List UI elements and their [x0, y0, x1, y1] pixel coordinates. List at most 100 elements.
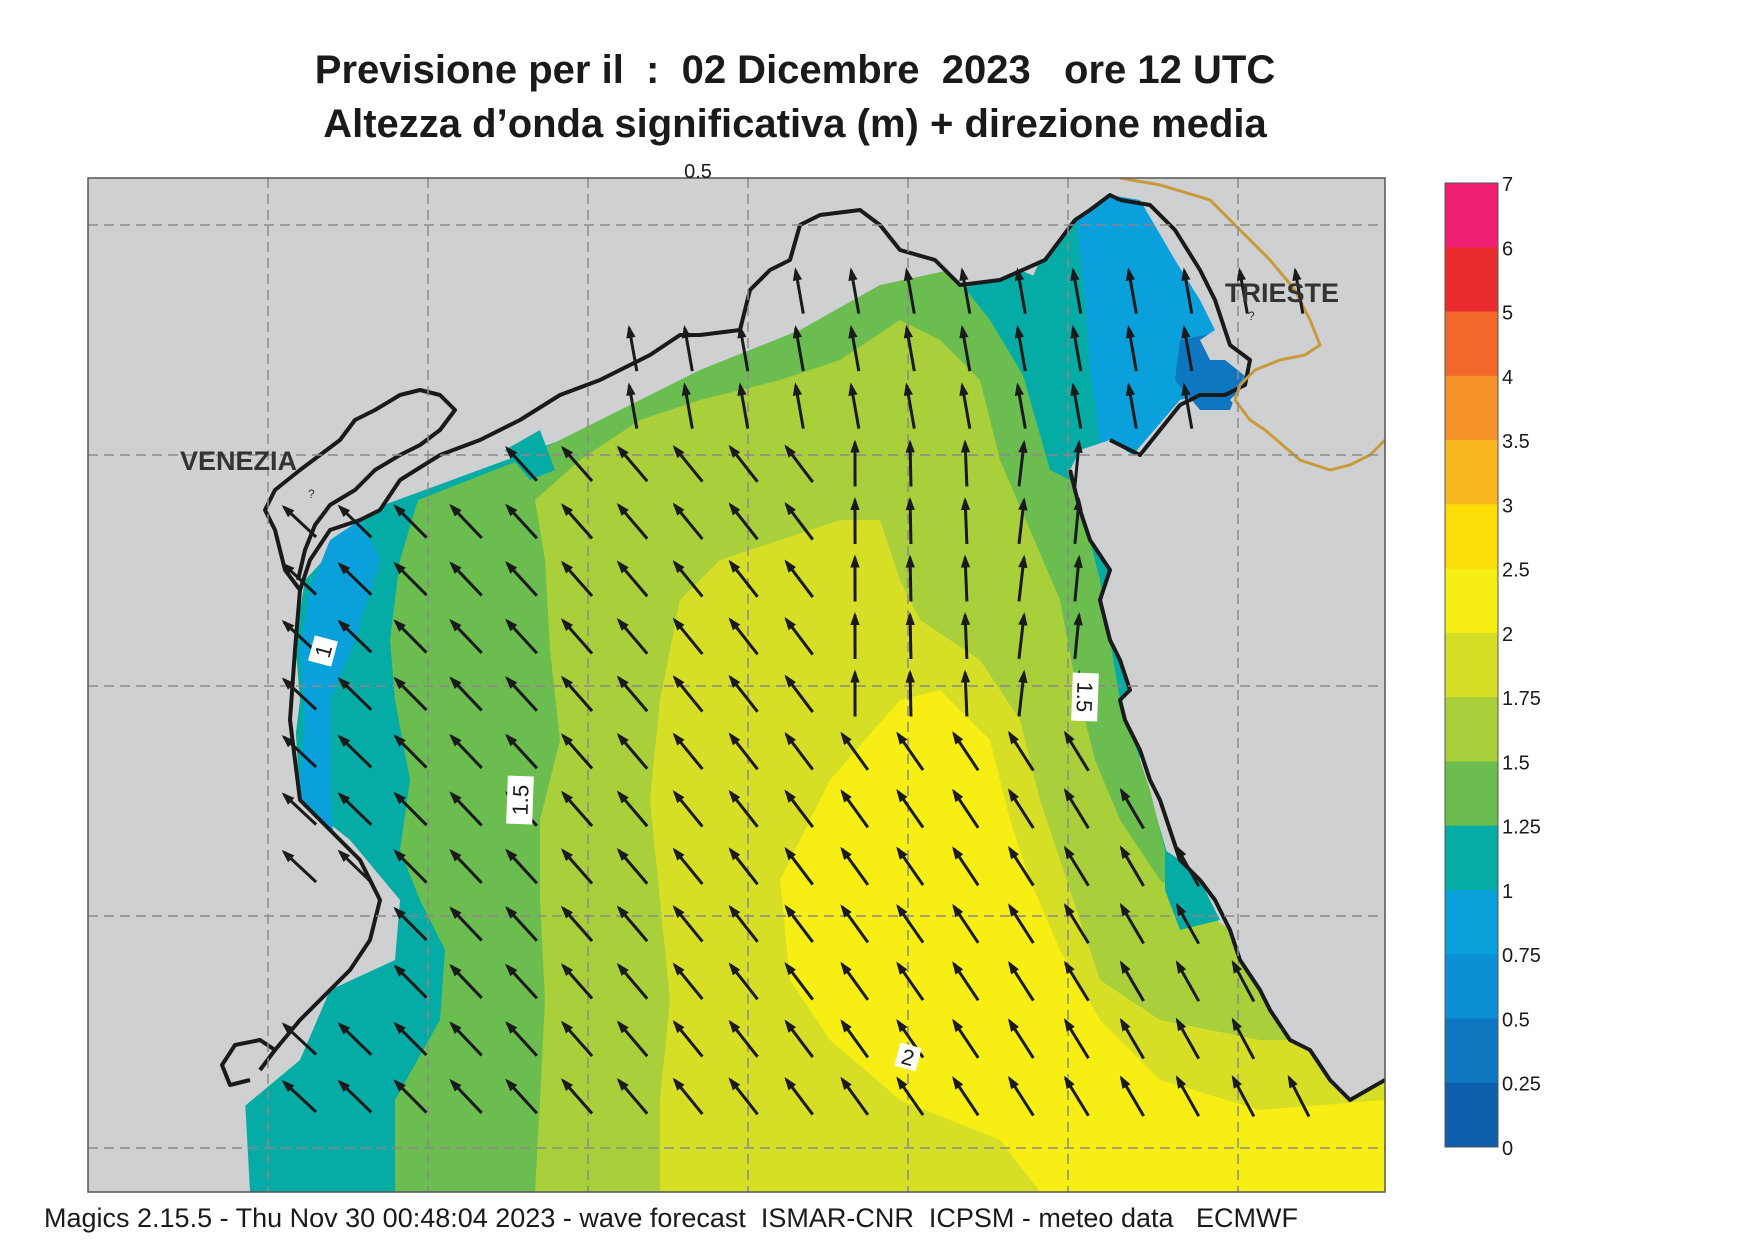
wave-arrow-head — [626, 324, 636, 339]
wave-arrow-head — [560, 1078, 574, 1092]
coastline-trieste — [1109, 198, 1252, 457]
wave-arrow-head — [672, 1077, 685, 1091]
wave-arrow-head — [393, 619, 406, 632]
legend-label: 4 — [1502, 367, 1513, 389]
wave-arrow-head — [728, 674, 741, 688]
wave-arrow-head — [792, 382, 802, 396]
wave-arrow-head — [337, 849, 351, 862]
wave-arrow-head — [850, 497, 860, 510]
map-title-line1: Previsione per il : 02 Dicembre 2023 ore… — [314, 48, 1276, 92]
wave-arrow-head — [1175, 845, 1187, 859]
wave-arrow-head — [784, 559, 796, 573]
wave-arrow-head — [905, 612, 915, 626]
wave-arrow-head — [393, 504, 406, 517]
wave-arrow-head — [1231, 1074, 1242, 1089]
legend-label: 7 — [1502, 174, 1513, 196]
legend-color-step — [1445, 954, 1498, 1019]
wave-arrow-head — [848, 324, 858, 339]
wave-arrow-head — [281, 734, 295, 748]
wave-arrow-head — [728, 789, 741, 803]
wave-arrow-head — [337, 504, 351, 517]
wave-arrow-head — [728, 1077, 741, 1091]
wave-arrow-head — [616, 445, 629, 459]
wave-arrow-head — [1073, 497, 1083, 511]
legend-label: 0.25 — [1502, 1074, 1541, 1096]
wave-arrow-head — [672, 445, 685, 459]
wave-arrow-head — [393, 849, 406, 862]
wave-arrow-head — [960, 554, 971, 568]
wave-arrow-head — [1073, 554, 1083, 568]
wave-arrow-head — [896, 961, 908, 975]
legend-label: 5 — [1502, 303, 1513, 325]
wave-arrow-head — [560, 790, 574, 804]
wave-arrow-head — [952, 1018, 964, 1033]
wave-arrow-head — [337, 677, 351, 690]
sea-band-yellow — [780, 690, 1385, 1192]
wave-arrow-head — [337, 1022, 351, 1035]
wave-arrow-head — [281, 677, 295, 690]
wave-arrow-head — [952, 788, 964, 803]
wave-arrow-head — [784, 444, 796, 458]
legend-color-step — [1445, 761, 1498, 827]
wave-arrow-head — [1236, 267, 1246, 281]
wave-arrow-head — [840, 846, 852, 860]
wave-arrow-head — [1175, 1075, 1187, 1089]
wave-arrow-head — [616, 905, 629, 919]
legend-color-step — [1445, 1018, 1498, 1084]
legend-labels: 7 6 5 4 3.5 3 2.5 2 1.75 1.5 1.25 1 0.75 0.5 0.25 0 — [1502, 174, 1541, 1160]
wave-arrow-head — [449, 906, 462, 920]
wave-arrow-head — [903, 267, 913, 281]
wave-arrow-head — [560, 733, 574, 747]
wave-arrow-head — [840, 789, 852, 803]
venezia-marker: ? — [308, 487, 315, 501]
wave-arrow-head — [393, 906, 406, 920]
wave-arrow-head — [1175, 960, 1187, 974]
wave-arrow-head — [337, 1079, 351, 1092]
wave-arrow-head — [393, 1021, 406, 1035]
wave-arrow-head — [960, 439, 971, 453]
wave-arrow-head — [560, 848, 574, 862]
contour-label-1-5-west: 1.5 — [506, 775, 534, 825]
wave-arrow-head — [449, 733, 462, 747]
wave-arrow-head — [905, 669, 915, 683]
wave-arrow-head — [1018, 669, 1028, 684]
wave-arrow-head — [1063, 1075, 1075, 1090]
legend-label: 2 — [1502, 624, 1513, 646]
wave-arrow-head — [784, 847, 796, 861]
wave-arrow-head — [681, 324, 691, 339]
wave-arrow-head — [281, 619, 295, 633]
legend-color-step — [1445, 375, 1498, 441]
wave-arrow-head — [616, 502, 629, 516]
wave-arrow-head — [1008, 730, 1019, 745]
wave-arrow-head — [1008, 845, 1019, 860]
wave-arrow-head — [1119, 1075, 1131, 1089]
wave-arrow-head — [505, 561, 518, 574]
wave-arrow-head — [560, 905, 574, 919]
wave-arrow-head — [337, 562, 351, 575]
wave-arrow-head — [1125, 382, 1135, 396]
wave-arrow-head — [903, 382, 913, 396]
wave-arrow-head — [784, 904, 796, 918]
wave-arrow-head — [449, 676, 462, 690]
wave-arrow-head — [560, 445, 574, 459]
wave-arrow-head — [505, 963, 518, 977]
wave-arrow-head — [792, 324, 802, 339]
wave-arrow-head — [952, 846, 964, 860]
wave-arrow-head — [281, 504, 295, 518]
wave-arrow-head — [1125, 324, 1135, 339]
wave-arrow-head — [672, 1020, 685, 1034]
wave-arrow-head — [905, 554, 915, 568]
wave-arrow-head — [728, 962, 741, 976]
wave-arrow-head — [672, 560, 685, 574]
wave-arrow-head — [896, 846, 908, 860]
wave-arrow-head — [850, 612, 860, 625]
wave-arrow-head — [1119, 1017, 1131, 1032]
wave-arrow-head — [393, 964, 406, 977]
wave-arrow-head — [505, 618, 518, 632]
wave-arrow-head — [449, 1078, 462, 1092]
legend-label: 2.5 — [1502, 560, 1530, 582]
wave-arrow-head — [560, 963, 574, 977]
wave-arrow-head — [616, 560, 629, 574]
coastline-istria — [1068, 469, 1385, 1102]
